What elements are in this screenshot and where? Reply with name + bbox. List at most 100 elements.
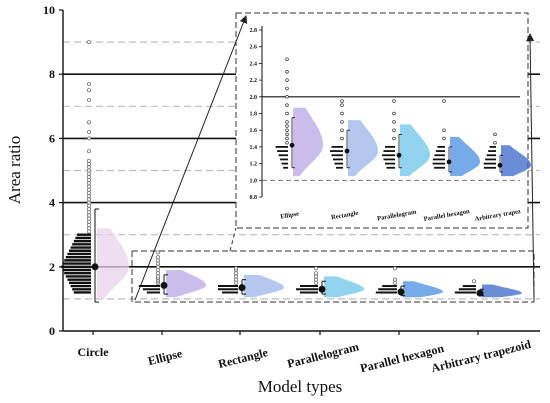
data-point [87, 174, 92, 179]
y-tick-label: 2 [49, 260, 55, 274]
inset-mean-marker [497, 162, 503, 168]
data-point [87, 194, 92, 199]
axes: 0 2 4 6 8 10 [43, 3, 540, 338]
violin-body [482, 284, 522, 298]
data-point [392, 266, 397, 271]
inset-data-point [285, 124, 289, 128]
inset-data-point [442, 136, 446, 141]
x-category-label: Ellipse [147, 346, 185, 368]
inset-data-point [285, 78, 289, 82]
inset-data-point [285, 57, 289, 61]
data-point [87, 178, 92, 183]
data-point [313, 280, 318, 285]
inset-data-point [493, 132, 497, 137]
mean-marker [476, 289, 484, 297]
inset-data-point [285, 111, 289, 116]
mean-marker [91, 263, 99, 271]
data-point [87, 88, 92, 93]
x-axis-label: Model types [258, 377, 343, 396]
data-point [392, 280, 397, 285]
data-point [155, 271, 160, 276]
data-point [87, 120, 92, 125]
inset-data-point [285, 95, 289, 99]
x-category-label: Parallelogram [286, 339, 361, 370]
inset-violin-group [275, 57, 323, 177]
data-point [87, 226, 92, 231]
inset-violin-body [450, 136, 480, 177]
data-point [313, 266, 318, 271]
inset-tick-label: 1.4 [250, 145, 258, 151]
violin-body [324, 276, 364, 298]
zoom-arrow [134, 15, 248, 301]
data-point [87, 216, 92, 221]
data-point [87, 81, 92, 86]
inset-violin-group [330, 99, 378, 177]
inset-mean-marker [396, 152, 402, 158]
inset-data-point [442, 99, 446, 103]
inset-tick-label: 2.6 [250, 45, 258, 51]
data-point [87, 184, 92, 189]
data-point [155, 250, 160, 255]
violin-body [166, 270, 206, 298]
data-point [87, 136, 92, 141]
y-tick-label: 10 [43, 3, 55, 17]
data-point [233, 271, 238, 276]
violin-body [403, 281, 443, 298]
violin-body [97, 228, 129, 299]
violin-body [244, 274, 284, 298]
inset-data-point [340, 136, 344, 141]
data-point [87, 158, 92, 163]
inset-tick-label: 1.0 [250, 178, 258, 184]
zoom-arrow [526, 33, 535, 301]
violin-group [375, 266, 443, 298]
data-point [87, 181, 92, 186]
inset-data-point [493, 140, 497, 145]
inset-tick-label: 2.2 [250, 78, 258, 84]
y-tick-label: 4 [49, 196, 55, 210]
data-point [87, 197, 92, 202]
data-point [313, 277, 318, 282]
inset-data-point [392, 128, 396, 132]
inset-data-point [340, 128, 344, 132]
inset-data-point [285, 69, 289, 74]
zoom-arrows [134, 15, 535, 301]
data-point [155, 255, 160, 260]
data-point [87, 203, 92, 208]
inset-mean-marker [289, 142, 295, 148]
zoom-connector [229, 227, 237, 252]
data-point [233, 280, 238, 285]
data-point [87, 149, 92, 154]
mean-marker [397, 288, 405, 296]
data-point [87, 97, 92, 102]
data-point [233, 277, 238, 282]
y-tick-label: 8 [49, 67, 55, 81]
violins [61, 40, 522, 303]
data-point [392, 277, 397, 282]
violin-group [61, 40, 129, 303]
inset-tick-label: 2.8 [250, 28, 258, 34]
inset-category-label: Ellipse [280, 210, 300, 220]
inset-violin-body [501, 145, 531, 177]
inset-violin-group [432, 99, 480, 177]
inset-data-point [285, 140, 289, 145]
data-point [155, 261, 160, 266]
data-point [313, 274, 318, 279]
data-point [87, 190, 92, 195]
inset-data-point [285, 86, 289, 91]
data-point [87, 223, 92, 228]
data-point [87, 129, 92, 134]
inset-data-point [392, 111, 396, 116]
inset-data-point [340, 111, 344, 116]
inset-data-point [285, 128, 289, 132]
inset-data-point [285, 103, 289, 107]
inset-tick-label: 1.8 [250, 112, 258, 118]
inset-tick-label: 1.6 [250, 128, 258, 134]
inset-violin-group [382, 99, 430, 177]
data-point [87, 213, 92, 218]
inset-data-point [340, 99, 344, 103]
data-point [87, 165, 92, 170]
mean-marker [318, 285, 326, 293]
inset-data-point [392, 136, 396, 141]
data-point [233, 266, 238, 271]
violin-group [454, 279, 522, 298]
